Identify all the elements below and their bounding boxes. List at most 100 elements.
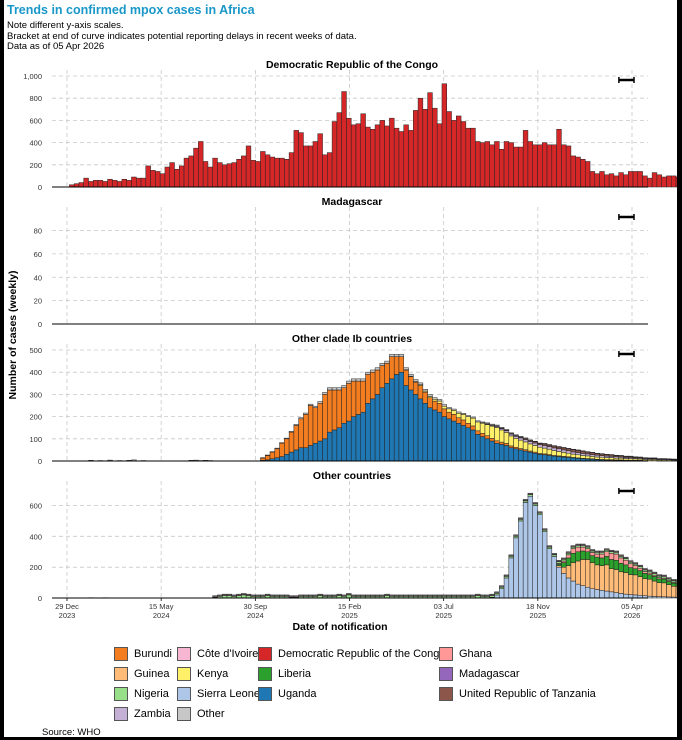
bar bbox=[575, 551, 581, 562]
bar bbox=[565, 448, 572, 452]
panel-1: Democratic Republic of the Congo 0 200 400 6… bbox=[23, 59, 677, 192]
bar bbox=[565, 565, 572, 579]
bar bbox=[675, 582, 677, 584]
bar bbox=[379, 365, 385, 388]
bar bbox=[565, 452, 572, 458]
bar bbox=[279, 456, 285, 462]
legend-swatch bbox=[439, 687, 453, 701]
note-scales: Note different y-axis scales. bbox=[7, 20, 124, 31]
legend-swatch bbox=[177, 707, 191, 721]
bar bbox=[565, 554, 572, 559]
bar bbox=[465, 127, 471, 188]
legend-label: Zambia bbox=[134, 708, 171, 720]
bar bbox=[508, 447, 514, 462]
bar bbox=[656, 578, 662, 583]
bar bbox=[618, 554, 624, 556]
bar bbox=[183, 157, 190, 188]
bar bbox=[508, 435, 514, 447]
bar bbox=[613, 559, 619, 570]
bar bbox=[269, 451, 276, 460]
bar bbox=[613, 592, 619, 599]
bar bbox=[532, 502, 538, 504]
bar bbox=[88, 181, 94, 188]
bar bbox=[666, 581, 672, 585]
bar bbox=[403, 369, 409, 386]
bar bbox=[503, 429, 510, 431]
bar bbox=[322, 154, 328, 188]
bar bbox=[580, 543, 586, 546]
bar bbox=[317, 401, 323, 404]
bar bbox=[350, 416, 357, 462]
bar bbox=[518, 436, 524, 438]
legend-swatch bbox=[177, 687, 191, 701]
bar bbox=[236, 159, 242, 188]
bar bbox=[666, 577, 672, 579]
bar bbox=[188, 155, 194, 188]
bar bbox=[499, 429, 505, 443]
bar bbox=[675, 596, 677, 599]
bar bbox=[97, 180, 104, 188]
legend-swatch bbox=[114, 707, 128, 721]
note-data-date: Data as of 05 Apr 2026 bbox=[7, 41, 105, 52]
bar bbox=[580, 450, 586, 454]
bar bbox=[303, 414, 309, 448]
bar bbox=[661, 176, 667, 188]
bar bbox=[546, 144, 553, 188]
bar bbox=[274, 594, 280, 596]
bar bbox=[470, 594, 476, 596]
bar bbox=[264, 154, 271, 188]
bar bbox=[441, 408, 447, 417]
bar bbox=[503, 141, 510, 188]
y-tick-label: 0 bbox=[38, 457, 42, 466]
delay-bracket bbox=[618, 214, 635, 220]
bar bbox=[327, 389, 333, 433]
x-tick-label: 18 Nov bbox=[526, 602, 550, 611]
bar bbox=[460, 594, 467, 596]
bar bbox=[532, 144, 538, 188]
bar bbox=[585, 548, 591, 552]
bar bbox=[522, 441, 529, 450]
bar bbox=[484, 422, 490, 424]
bar bbox=[494, 440, 500, 444]
bar bbox=[575, 454, 581, 459]
bar bbox=[451, 420, 457, 462]
bar bbox=[317, 403, 323, 442]
bar bbox=[661, 578, 667, 584]
bar bbox=[293, 130, 299, 188]
bar bbox=[78, 182, 84, 188]
bar bbox=[93, 180, 99, 188]
bar bbox=[312, 442, 319, 462]
legend-label: Sierra Leone bbox=[197, 688, 260, 700]
delay-bracket bbox=[618, 488, 635, 494]
bar bbox=[303, 594, 309, 596]
bar bbox=[484, 141, 490, 188]
bar bbox=[245, 145, 252, 188]
x-axis-label: Date of notification bbox=[292, 621, 387, 633]
legend-swatch bbox=[114, 687, 128, 701]
bar bbox=[513, 436, 519, 439]
bar bbox=[398, 356, 405, 373]
bar bbox=[398, 131, 405, 188]
delay-bracket bbox=[618, 351, 635, 357]
bar bbox=[441, 594, 447, 596]
bar bbox=[427, 397, 433, 408]
bar bbox=[417, 385, 424, 400]
bar bbox=[460, 121, 467, 188]
bar bbox=[413, 594, 419, 596]
bar bbox=[565, 557, 572, 566]
legend-swatch bbox=[439, 667, 453, 681]
bar bbox=[293, 595, 299, 597]
bar bbox=[260, 457, 266, 461]
bar bbox=[637, 570, 643, 577]
bar bbox=[231, 594, 237, 596]
bar bbox=[298, 418, 304, 448]
bar bbox=[274, 157, 280, 188]
bar bbox=[632, 171, 639, 188]
source-text: Source: WHO bbox=[42, 727, 101, 738]
bar bbox=[303, 412, 309, 415]
bar bbox=[537, 454, 543, 462]
panel-4: Other countries 0 200 400 600 bbox=[29, 470, 677, 603]
bar bbox=[279, 442, 285, 444]
bar bbox=[527, 141, 533, 188]
bar bbox=[116, 181, 123, 188]
